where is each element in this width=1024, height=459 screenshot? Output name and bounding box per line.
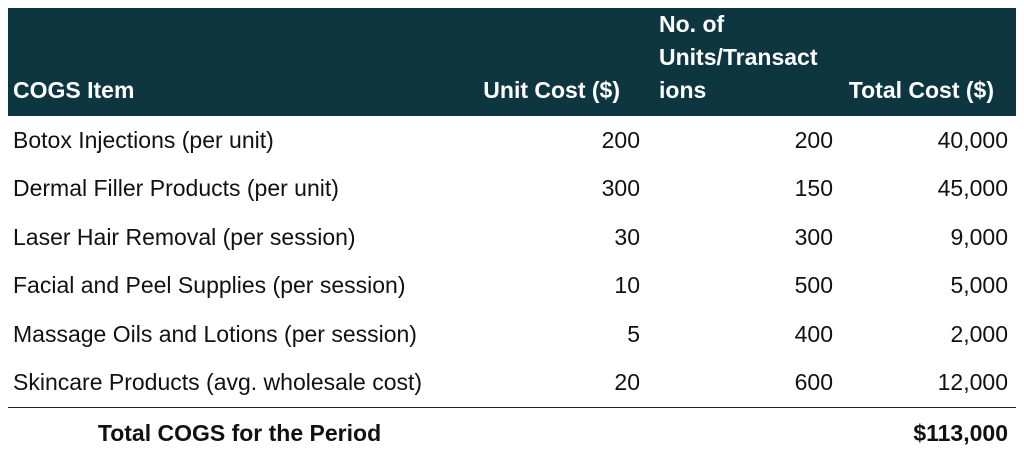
row-item: Skincare Products (avg. wholesale cost) bbox=[13, 369, 423, 395]
row-units: 150 bbox=[794, 175, 833, 202]
header-units-line-3: ions bbox=[659, 77, 707, 103]
row-item: Laser Hair Removal (per session) bbox=[13, 223, 356, 250]
table-row: Massage Oils and Lotions (per session) 5… bbox=[8, 310, 1016, 359]
row-unit-cost: 20 bbox=[614, 369, 640, 395]
table-body: Botox Injections (per unit) 200 200 40,0… bbox=[8, 116, 1016, 407]
total-empty-cell bbox=[448, 406, 648, 459]
total-cogs-value: $113,000 bbox=[833, 406, 1016, 459]
total-empty-cell bbox=[648, 406, 833, 459]
row-total-cost: 40,000 bbox=[937, 126, 1008, 153]
table-row: Dermal Filler Products (per unit) 300 15… bbox=[8, 165, 1016, 214]
header-total-cost: Total Cost ($) bbox=[848, 77, 994, 103]
header-cogs-item: COGS Item bbox=[13, 77, 135, 103]
row-total-cost: 9,000 bbox=[950, 223, 1008, 250]
header-units-transactions: No. of Units/Transact ions bbox=[648, 8, 833, 116]
header-units-line-2: Units/Transact bbox=[659, 44, 818, 70]
header-row: COGS Item Unit Cost ($) No. of Units/Tra… bbox=[8, 8, 1016, 116]
row-units: 400 bbox=[794, 320, 833, 347]
table-footer: Total COGS for the Period $113,000 bbox=[8, 406, 1016, 459]
cogs-table: COGS Item Unit Cost ($) No. of Units/Tra… bbox=[8, 8, 1016, 459]
row-total-cost: 12,000 bbox=[937, 369, 1008, 395]
row-units: 500 bbox=[794, 272, 833, 299]
total-row: Total COGS for the Period $113,000 bbox=[8, 406, 1016, 459]
row-total-cost: 5,000 bbox=[950, 272, 1008, 299]
row-unit-cost: 300 bbox=[601, 175, 640, 202]
row-item: Dermal Filler Products (per unit) bbox=[13, 175, 339, 202]
row-total-cost: 2,000 bbox=[950, 320, 1008, 347]
row-unit-cost: 200 bbox=[601, 126, 640, 153]
row-units: 200 bbox=[794, 126, 833, 153]
row-unit-cost: 10 bbox=[614, 272, 640, 299]
row-item: Massage Oils and Lotions (per session) bbox=[13, 320, 417, 347]
row-total-cost: 45,000 bbox=[937, 175, 1008, 202]
cogs-table-container: COGS Item Unit Cost ($) No. of Units/Tra… bbox=[8, 8, 1016, 459]
table-row: Skincare Products (avg. wholesale cost) … bbox=[8, 359, 1016, 408]
total-cogs-label: Total COGS for the Period bbox=[8, 406, 448, 459]
row-unit-cost: 30 bbox=[614, 223, 640, 250]
row-item: Botox Injections (per unit) bbox=[13, 126, 274, 153]
table-row: Facial and Peel Supplies (per session) 1… bbox=[8, 262, 1016, 311]
row-unit-cost: 5 bbox=[627, 320, 640, 347]
header-units-line-1: No. of bbox=[659, 11, 725, 37]
row-units: 600 bbox=[794, 369, 833, 395]
table-row: Laser Hair Removal (per session) 30 300 … bbox=[8, 213, 1016, 262]
row-units: 300 bbox=[794, 223, 833, 250]
header-unit-cost: Unit Cost ($) bbox=[483, 77, 620, 103]
row-item: Facial and Peel Supplies (per session) bbox=[13, 272, 406, 299]
table-header: COGS Item Unit Cost ($) No. of Units/Tra… bbox=[8, 8, 1016, 116]
table-row: Botox Injections (per unit) 200 200 40,0… bbox=[8, 116, 1016, 165]
